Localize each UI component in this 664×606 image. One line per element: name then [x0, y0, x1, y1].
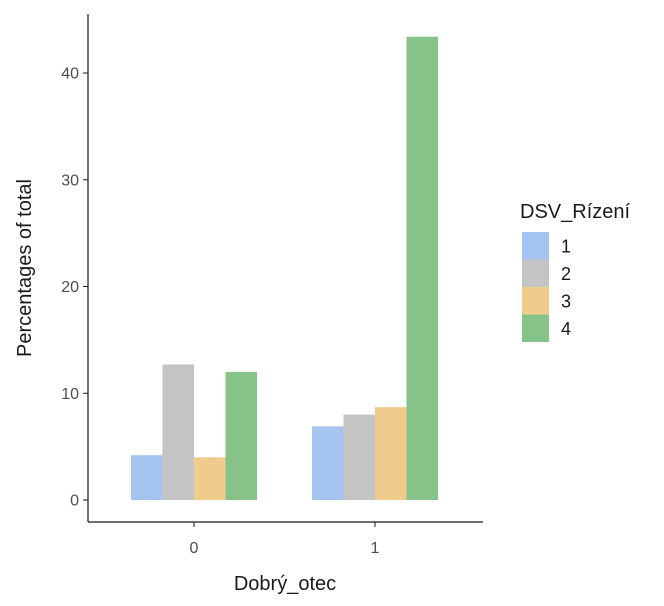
legend-label-4: 4	[561, 319, 571, 339]
y-tick-label: 10	[61, 386, 79, 403]
legend-label-1: 1	[561, 236, 571, 256]
bar-0-series-2	[162, 364, 194, 500]
y-tick-label: 20	[61, 279, 79, 296]
legend-key-4	[522, 314, 549, 342]
legend-label-2: 2	[561, 264, 571, 284]
legend-key-3	[522, 287, 549, 315]
legend-key-2	[522, 259, 549, 287]
bar-0-series-4	[225, 371, 257, 500]
bar-0-series-3	[194, 457, 226, 500]
y-axis-title: Percentages of total	[14, 179, 36, 357]
x-axis-title: Dobrý_otec	[234, 573, 336, 595]
bar-1-series-2	[343, 414, 375, 500]
bar-0-series-1	[131, 455, 163, 500]
bar-1-series-3	[375, 407, 407, 500]
axes-layer	[87, 14, 483, 523]
y-tick-label: 40	[61, 66, 79, 83]
y-tick-label: 30	[61, 172, 79, 189]
y-tick-label: 0	[70, 493, 79, 510]
x-tick-label: 0	[190, 540, 199, 557]
bar-1-series-4	[406, 36, 438, 500]
x-tick-label: 1	[371, 540, 380, 557]
bar-1-series-1	[312, 426, 344, 500]
bars-layer	[131, 36, 438, 500]
legend-title: DSV_Rízení	[520, 201, 630, 223]
y-ticks: 0 10 20 30 40	[61, 66, 88, 510]
legend-label-3: 3	[561, 291, 571, 311]
legend: DSV_Rízení 1 2 3 4	[520, 201, 630, 342]
legend-key-1	[522, 232, 549, 260]
